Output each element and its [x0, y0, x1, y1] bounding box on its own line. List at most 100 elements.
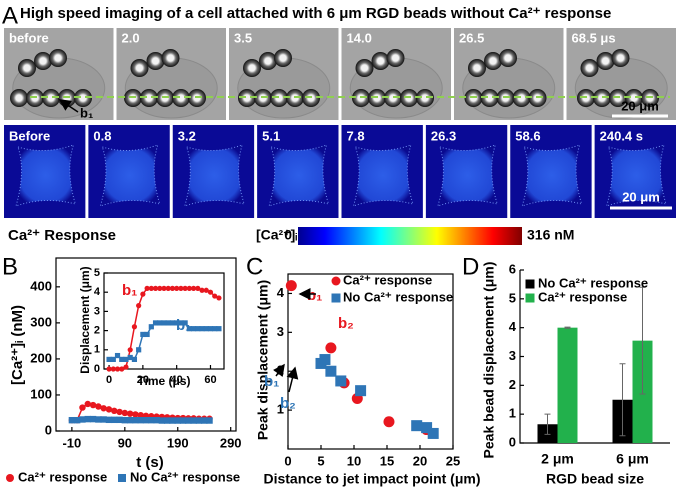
data-point [174, 285, 180, 291]
data-point [116, 416, 123, 424]
bead [416, 89, 434, 107]
y-tick-label: 2 [94, 325, 100, 337]
data-point [157, 285, 163, 291]
data-point [161, 285, 167, 291]
frame-label: before [9, 30, 49, 45]
data-point [95, 416, 102, 423]
data-point [153, 416, 160, 424]
frame-label: 58.6 [515, 128, 540, 143]
error-bar [544, 413, 551, 435]
y-tick-label: 4 [277, 285, 285, 300]
x-tick-label: 0 [106, 374, 112, 386]
x-tick-label: 6 μm [616, 451, 649, 467]
data-point [148, 285, 154, 291]
data-point [207, 326, 214, 332]
bead [480, 89, 499, 107]
cell [605, 144, 667, 207]
bead [274, 49, 292, 67]
frame-label: Before [9, 128, 50, 143]
x-tick-label: 2 μm [541, 451, 574, 467]
bead [499, 49, 517, 67]
y-axis-label: Peak bead displacement (μm) [481, 262, 497, 459]
bead [49, 49, 67, 67]
data-point [199, 326, 205, 332]
data-point [207, 289, 214, 295]
frame-label: 26.5 [459, 30, 484, 45]
data-point [206, 417, 213, 424]
bead [74, 89, 92, 107]
y-axis-label: [Ca²⁺]ᵢ (nM) [9, 305, 26, 385]
data-point [73, 416, 81, 424]
data-point [131, 356, 138, 362]
data-point [110, 366, 116, 372]
x-axis-label: t (s) [136, 454, 164, 471]
frame-label: 3.5 [234, 30, 252, 45]
data-point [157, 320, 163, 326]
data-point [216, 326, 222, 332]
data-point [131, 324, 138, 330]
frame-label: 2.0 [122, 30, 140, 45]
panel-label: C [246, 253, 263, 280]
data-point [140, 291, 146, 297]
frame-label: 14.0 [347, 30, 372, 45]
data-point [325, 342, 337, 354]
data-point [383, 416, 395, 428]
bead [130, 59, 149, 77]
legend-marker [331, 293, 341, 303]
bar [557, 327, 578, 443]
y-axis-label: Displacement (μm) [78, 266, 92, 373]
x-tick-label: 20 [137, 374, 149, 386]
data-point [152, 285, 159, 291]
data-point [127, 347, 133, 353]
bead [625, 89, 643, 107]
data-point [161, 320, 167, 326]
data-point [355, 385, 367, 397]
bead [355, 59, 374, 77]
data-point [201, 417, 208, 424]
x-axis-label: Time (μs) [137, 374, 190, 388]
bead [172, 89, 190, 107]
legend-marker [525, 279, 535, 289]
data-point [89, 401, 97, 409]
y-tick-label: 2 [509, 377, 516, 392]
bead [259, 52, 277, 70]
data-point [126, 416, 134, 424]
data-point [121, 416, 129, 424]
data-point [132, 416, 139, 424]
data-point [190, 285, 197, 291]
data-point [165, 285, 171, 291]
data-point [212, 326, 218, 332]
bead [371, 52, 390, 70]
x-axis-label: Distance to jet impact point (μm) [263, 471, 480, 487]
data-point [100, 416, 107, 423]
legend-marker [6, 474, 14, 482]
data-point [142, 416, 150, 424]
data-point [148, 324, 154, 330]
legend-label: Ca²⁺ response [538, 289, 627, 304]
bead [18, 59, 36, 77]
bead [611, 49, 630, 67]
y-tick-label: 1 [277, 402, 284, 417]
data-point [216, 295, 222, 301]
colorbar-tick-label: 0 [284, 227, 292, 243]
legend-label: Ca²⁺ response [343, 272, 432, 287]
x-tick-label: 40 [171, 374, 183, 386]
data-point [174, 320, 180, 326]
data-point [106, 366, 112, 372]
data-point [179, 417, 187, 424]
data-point [110, 356, 116, 362]
data-point [89, 415, 97, 423]
data-point [195, 326, 201, 332]
x-tick-label: 0 [284, 453, 291, 468]
data-point [95, 403, 102, 410]
bead [484, 52, 502, 70]
data-point [136, 303, 142, 309]
y-tick-label: 3 [94, 305, 100, 317]
axis-frame [287, 273, 454, 450]
colorbar-tick-label: 316 nM [527, 227, 574, 243]
y-tick-label: 3 [277, 324, 284, 339]
data-point [137, 416, 144, 424]
data-point [165, 320, 171, 326]
cell [15, 144, 77, 207]
